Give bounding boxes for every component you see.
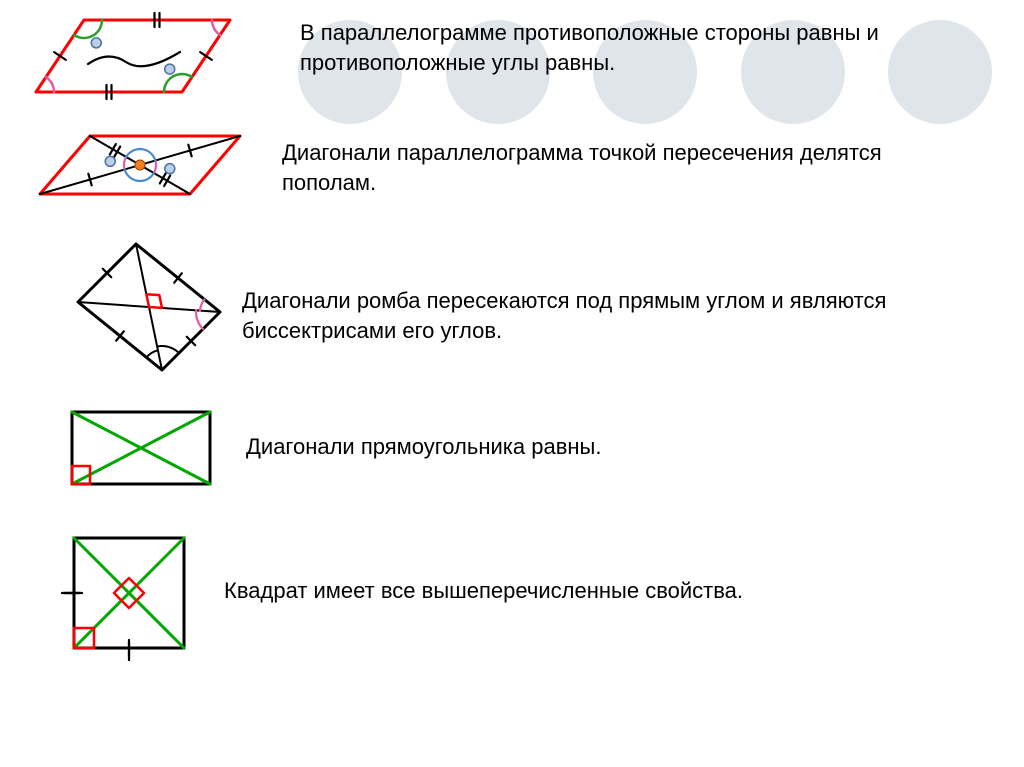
rhombus-svg [70, 238, 228, 376]
square-svg [56, 528, 198, 670]
rectangle-svg [66, 406, 216, 490]
diagram-square [56, 528, 198, 675]
property-text-4: Диагонали прямоугольника равны. [246, 432, 946, 462]
parallelogram-svg [24, 8, 242, 104]
property-text-2: Диагонали параллелограмма точкой пересеч… [282, 138, 942, 197]
property-text-5: Квадрат имеет все вышеперечисленные свой… [224, 576, 924, 606]
parallelogram-diag-svg [30, 126, 250, 204]
diagram-parallelogram-diagonals [30, 126, 250, 209]
property-text-1: В параллелограмме противоположные сторон… [300, 18, 940, 77]
diagram-rhombus [70, 238, 228, 381]
diagram-rectangle [66, 406, 216, 495]
diagram-parallelogram-sides [24, 8, 242, 109]
property-text-3: Диагонали ромба пересекаются под прямым … [242, 286, 942, 345]
slide-page: В параллелограмме противоположные сторон… [0, 0, 1024, 767]
